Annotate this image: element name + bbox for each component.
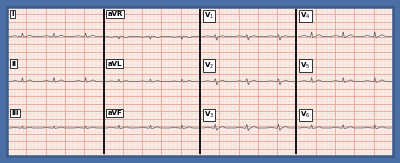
- Text: V$_{2}$: V$_{2}$: [204, 60, 214, 71]
- Text: V$_{6}$: V$_{6}$: [300, 110, 310, 120]
- Text: V$_{1}$: V$_{1}$: [204, 11, 214, 21]
- Text: aVR: aVR: [108, 11, 123, 17]
- Text: V$_{3}$: V$_{3}$: [204, 110, 214, 120]
- Text: I: I: [11, 11, 14, 17]
- Text: aVL: aVL: [108, 60, 122, 67]
- Text: aVF: aVF: [108, 110, 122, 116]
- Text: II: II: [11, 60, 16, 67]
- Text: V$_{5}$: V$_{5}$: [300, 60, 310, 71]
- Text: V$_{4}$: V$_{4}$: [300, 11, 310, 21]
- Text: III: III: [11, 110, 18, 116]
